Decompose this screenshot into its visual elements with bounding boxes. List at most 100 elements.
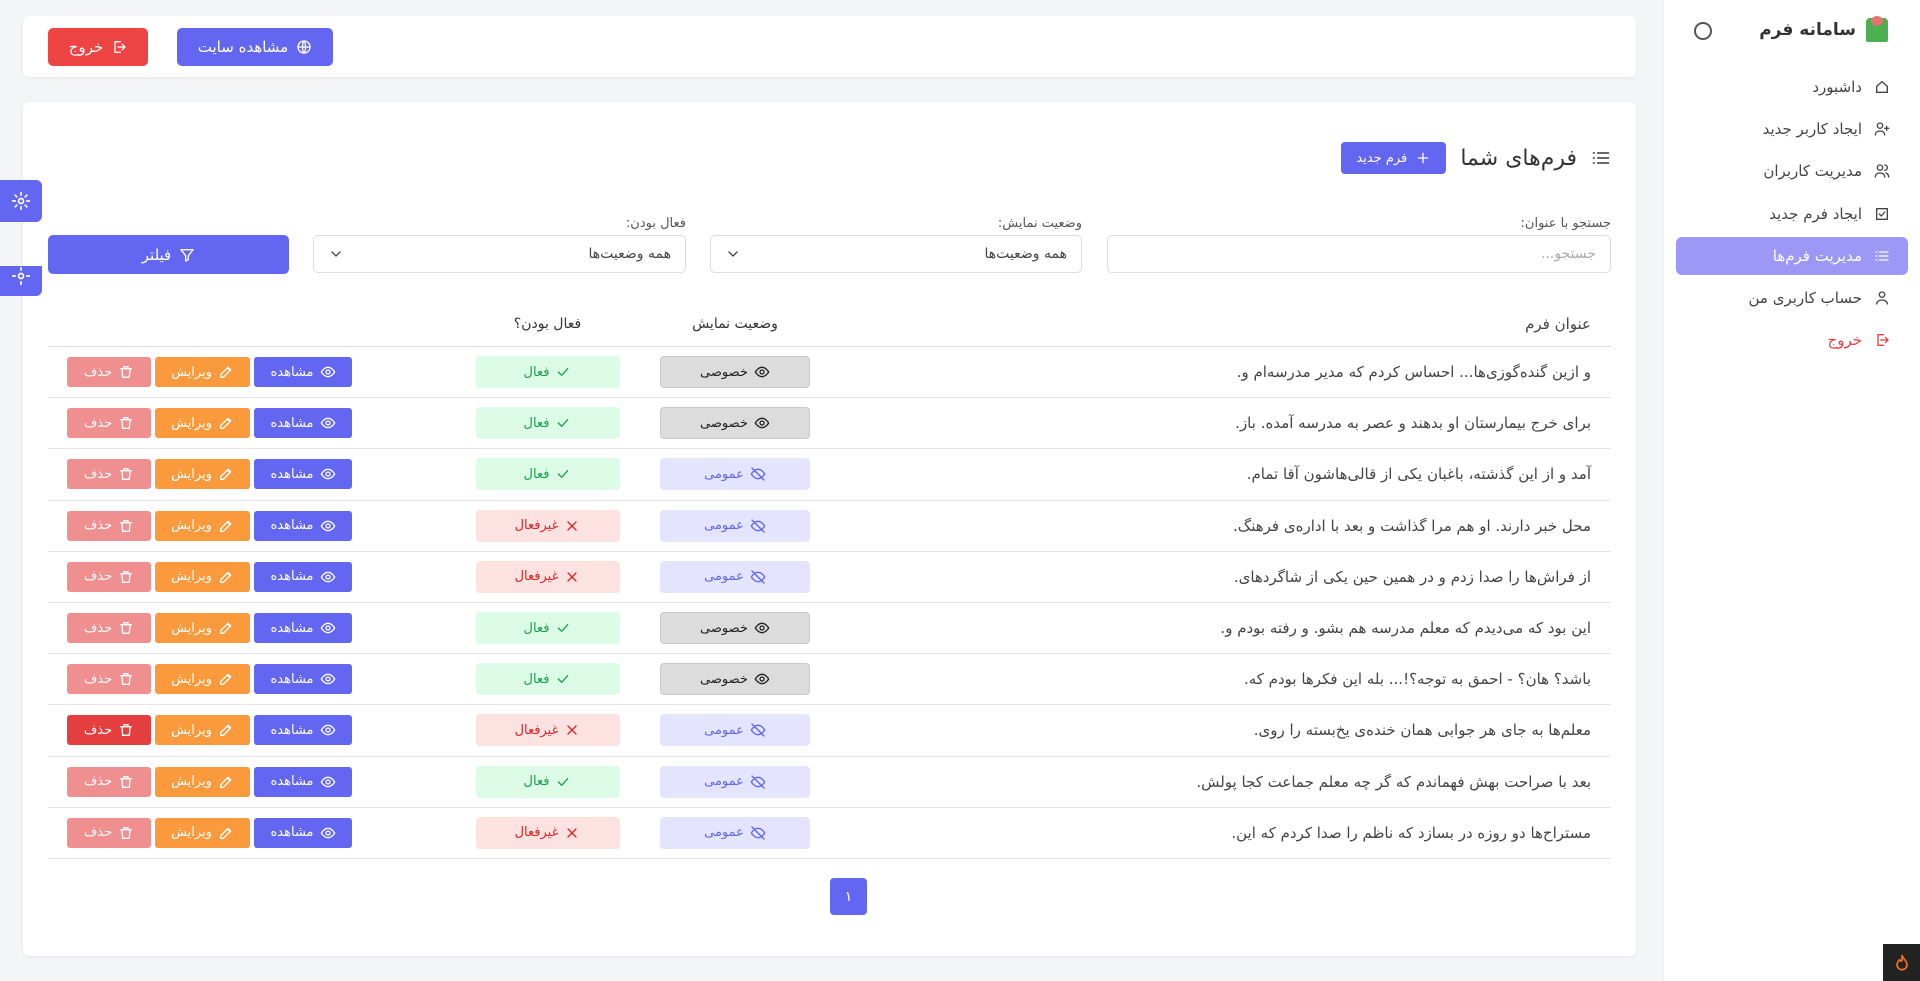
active-cell: فعال [455, 458, 640, 491]
view-button[interactable]: مشاهده [254, 715, 352, 746]
view-button-text: مشاهده [270, 364, 314, 380]
view-button[interactable]: مشاهده [254, 408, 352, 439]
active-cell: فعال [455, 407, 640, 440]
active-badge-text: فعال [523, 466, 550, 482]
edit-button[interactable]: ویرایش [155, 766, 250, 797]
logout-button[interactable]: خروج [48, 28, 148, 66]
visibility-badge-text: خصوصی [700, 415, 748, 431]
column-header: عنوان فرم [1525, 315, 1591, 333]
delete-button[interactable]: حذف [67, 766, 151, 797]
form-title: بعد با صراحت بهش فهماندم که گر چه معلم ج… [1196, 772, 1591, 791]
row-actions: مشاهده ویرایش حذف [48, 408, 455, 439]
debug-icon[interactable] [1883, 944, 1920, 981]
menu-item[interactable]: ایجاد کاربر جدید [1676, 110, 1908, 148]
visibility-cell: خصوصی [640, 407, 830, 440]
view-button[interactable]: مشاهده [254, 561, 352, 592]
visibility-cell: خصوصی [640, 612, 830, 645]
menu-label: ایجاد فرم جدید [1769, 204, 1862, 223]
table-row: آمد و از این گذشته، باغبان یکی از قالی‌ه… [48, 449, 1611, 501]
delete-button[interactable]: حذف [67, 357, 151, 388]
new-form-button[interactable]: فرم جدید [1341, 142, 1447, 174]
view-button[interactable]: مشاهده [254, 510, 352, 541]
delete-button[interactable]: حذف [67, 817, 151, 848]
edit-button[interactable]: ویرایش [155, 613, 250, 644]
search-label: جستجو با عنوان: [1520, 216, 1611, 231]
view-site-button[interactable]: مشاهده سایت [177, 28, 333, 66]
edit-button-text: ویرایش [171, 671, 212, 687]
view-button[interactable]: مشاهده [254, 817, 352, 848]
delete-button[interactable]: حذف [67, 664, 151, 695]
active-badge-text: فعال [523, 415, 550, 431]
edit-button[interactable]: ویرایش [155, 408, 250, 439]
delete-button-text: حذف [83, 364, 113, 380]
row-actions: مشاهده ویرایش حذف [48, 664, 455, 695]
edit-button[interactable]: ویرایش [155, 357, 250, 388]
active-badge: فعال [475, 356, 620, 389]
edit-button[interactable]: ویرایش [155, 817, 250, 848]
visibility-badge-text: خصوصی [700, 671, 748, 687]
visibility-badge: خصوصی [660, 612, 810, 645]
edit-button[interactable]: ویرایش [155, 715, 250, 746]
edit-button[interactable]: ویرایش [155, 459, 250, 490]
settings-button-2[interactable] [0, 266, 42, 296]
row-actions: مشاهده ویرایش حذف [48, 459, 455, 490]
form-title: و ازین گنده‌گوزی‌ها... احساس کردم که مدی… [1236, 363, 1591, 382]
view-button[interactable]: مشاهده [254, 766, 352, 797]
visibility-badge-text: عمومی [704, 518, 744, 534]
delete-button-text: حذف [83, 722, 113, 738]
visibility-badge: عمومی [660, 714, 810, 747]
visibility-badge: عمومی [660, 560, 810, 593]
visibility-cell: عمومی [640, 816, 830, 849]
active-badge: فعال [475, 458, 620, 491]
row-actions: مشاهده ویرایش حذف [48, 613, 455, 644]
logo [1866, 16, 1888, 42]
form-title: معلم‌ها به جای هر جوابی همان خنده‌ی یخ‌ب… [1253, 721, 1591, 740]
search-input[interactable]: جستجو... [1107, 235, 1611, 273]
delete-button-text: حذف [83, 671, 113, 687]
menu-item[interactable]: داشبورد [1676, 68, 1908, 106]
view-button-text: مشاهده [270, 518, 314, 534]
menu-item[interactable]: مدیریت فرم‌ها [1676, 236, 1908, 275]
visibility-select[interactable]: همه وضعیت‌ها [710, 235, 1082, 273]
active-badge: غیرفعال [475, 509, 620, 542]
settings-button[interactable] [0, 180, 42, 222]
visibility-cell: عمومی [640, 714, 830, 747]
active-select[interactable]: همه وضعیت‌ها [313, 235, 686, 273]
delete-button[interactable]: حذف [67, 715, 151, 746]
collapse-toggle[interactable] [1694, 22, 1712, 40]
visibility-value: همه وضعیت‌ها [984, 246, 1067, 262]
menu-item[interactable]: ایجاد فرم جدید [1676, 195, 1908, 233]
edit-button[interactable]: ویرایش [155, 561, 250, 592]
delete-button[interactable]: حذف [67, 510, 151, 541]
view-button[interactable]: مشاهده [254, 357, 352, 388]
form-title: از فراش‌ها را صدا زدم و در همین حین یکی … [1233, 567, 1591, 586]
filter-button[interactable]: فیلتر [48, 235, 289, 274]
delete-button[interactable]: حذف [67, 408, 151, 439]
menu-label: حساب کاربری من [1748, 288, 1862, 307]
visibility-badge: عمومی [660, 458, 810, 491]
delete-button[interactable]: حذف [67, 459, 151, 490]
active-badge-text: غیرفعال [514, 722, 559, 738]
delete-button[interactable]: حذف [67, 561, 151, 592]
menu-item[interactable]: مدیریت کاربران [1676, 152, 1908, 190]
row-actions: مشاهده ویرایش حذف [48, 510, 455, 541]
edit-button[interactable]: ویرایش [155, 510, 250, 541]
visibility-cell: خصوصی [640, 356, 830, 389]
menu-item[interactable]: حساب کاربری من [1676, 279, 1908, 317]
edit-button[interactable]: ویرایش [155, 664, 250, 695]
visibility-badge-text: خصوصی [700, 364, 748, 380]
row-actions: مشاهده ویرایش حذف [48, 561, 455, 592]
delete-button[interactable]: حذف [67, 613, 151, 644]
active-badge: فعال [475, 612, 620, 645]
form-title: باشد؟ هان؟ - احمق به توجه؟!... بله این ف… [1243, 670, 1591, 689]
pagination-page[interactable]: ۱ [830, 878, 867, 915]
menu-item[interactable]: خروج [1676, 321, 1908, 359]
view-button[interactable]: مشاهده [254, 459, 352, 490]
view-button[interactable]: مشاهده [254, 613, 352, 644]
active-badge: غیرفعال [475, 816, 620, 849]
visibility-badge: عمومی [660, 765, 810, 798]
view-button[interactable]: مشاهده [254, 664, 352, 695]
visibility-cell: خصوصی [640, 663, 830, 696]
brand: سامانه فرم [1759, 16, 1888, 42]
